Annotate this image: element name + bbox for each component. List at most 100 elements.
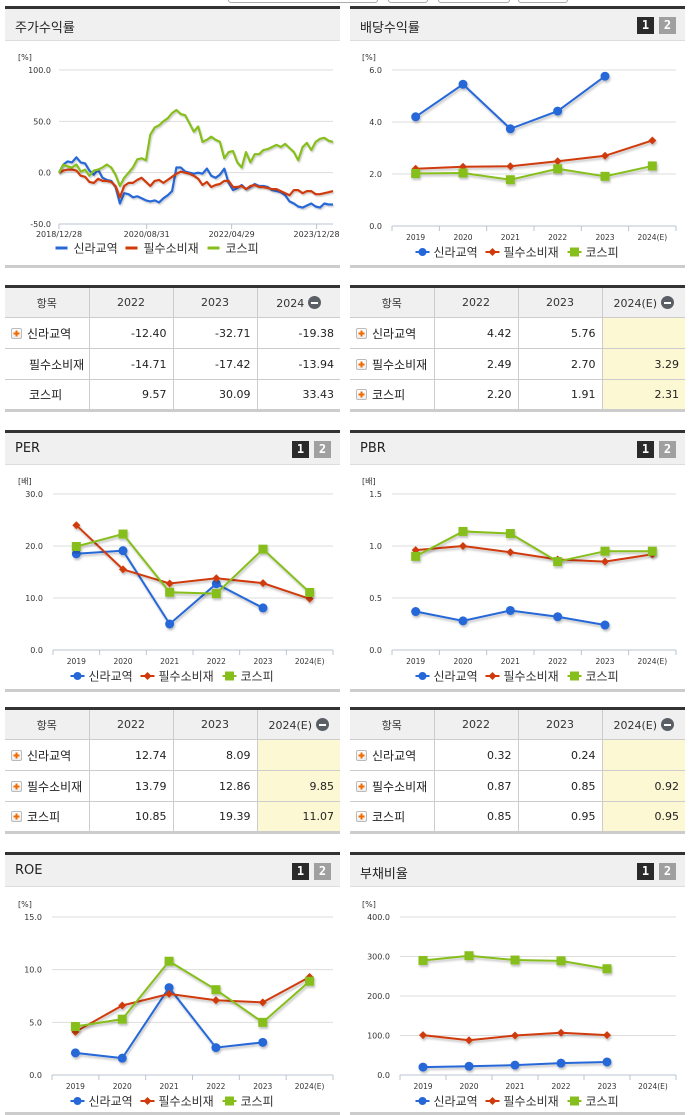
- table-row: 필수소비재 2.49 2.70 3.29: [350, 348, 685, 380]
- data-point-circle-icon: [505, 605, 515, 615]
- table-header-row: 항목 2022 2023 2024: [5, 286, 340, 318]
- row-label: 신라교역: [5, 739, 90, 771]
- series-1: [419, 1028, 611, 1045]
- x-tick-label: 2023/12/28: [294, 230, 340, 239]
- collapse-icon[interactable]: [316, 717, 330, 731]
- data-point-diamond-icon: [72, 521, 81, 530]
- page-1-button[interactable]: 1: [637, 863, 654, 880]
- top-tab[interactable]: [388, 0, 428, 3]
- data-point-circle-icon: [73, 672, 82, 680]
- expand-plus-icon[interactable]: [356, 358, 367, 370]
- y-tick-label: 0.0: [377, 1071, 390, 1080]
- data-point-diamond-icon: [143, 672, 152, 680]
- x-tick-label: 2020: [453, 657, 472, 666]
- collapse-icon[interactable]: [661, 295, 675, 309]
- dividend-table: 항목 2022 2023 2024(E) 신라교역 4.42 5.76 필수소비재 2.49 2.…: [350, 285, 685, 412]
- table-cell: -14.71: [89, 348, 174, 380]
- table-cell: [257, 739, 340, 771]
- column-header: 2024(E): [257, 708, 340, 740]
- data-point-square-icon: [505, 175, 515, 185]
- x-tick-label: 2023: [595, 233, 614, 242]
- table-cell: [602, 317, 685, 349]
- data-point-diamond-icon: [488, 1097, 497, 1105]
- legend-label: 신라교역: [74, 242, 118, 256]
- column-header: 2023: [518, 708, 603, 740]
- expand-plus-icon[interactable]: [11, 780, 22, 792]
- data-point-diamond-icon: [488, 672, 497, 680]
- y-tick-label: -50.0: [30, 220, 51, 229]
- page-2-button[interactable]: 2: [659, 441, 676, 458]
- panel-header: 주가수익률: [5, 9, 340, 41]
- series-2: [411, 161, 657, 185]
- table-cell: 12.86: [173, 770, 258, 802]
- expand-plus-icon[interactable]: [356, 749, 367, 761]
- y-tick-label: 300.0: [367, 953, 390, 962]
- panel-header: 배당수익률 1 2: [350, 9, 685, 41]
- data-point-diamond-icon: [143, 1097, 152, 1105]
- expand-plus-icon[interactable]: [11, 749, 22, 761]
- column-header: 2022: [89, 286, 174, 318]
- panel-header: ROE 1 2: [5, 855, 340, 887]
- row-label: 코스피: [350, 801, 435, 833]
- page-1-button[interactable]: 1: [292, 863, 309, 880]
- data-point-square-icon: [464, 951, 474, 961]
- data-point-square-icon: [647, 546, 657, 556]
- data-point-circle-icon: [164, 983, 174, 993]
- page-2-button[interactable]: 2: [314, 441, 331, 458]
- page-2-button[interactable]: 2: [659, 863, 676, 880]
- data-point-square-icon: [165, 587, 175, 597]
- data-point-circle-icon: [258, 603, 268, 613]
- data-point-circle-icon: [418, 248, 427, 256]
- table-cell: 4.42: [434, 317, 519, 349]
- page-2-button[interactable]: 2: [659, 17, 676, 34]
- legend-label: 신라교역: [434, 670, 478, 684]
- x-tick-label: 2018/12/28: [36, 230, 82, 239]
- table-cell: 0.85: [518, 770, 603, 802]
- data-point-circle-icon: [464, 1061, 474, 1071]
- x-tick-label: 2024(E): [295, 657, 325, 666]
- top-tab[interactable]: [438, 0, 510, 3]
- x-tick-label: 2021: [505, 1082, 524, 1091]
- series-0: [71, 546, 268, 629]
- y-tick-label: 0.5: [369, 594, 382, 603]
- table-cell: 0.24: [518, 739, 603, 771]
- page-1-button[interactable]: 1: [637, 441, 654, 458]
- collapse-icon[interactable]: [308, 295, 322, 309]
- table-row: 코스피 2.20 1.91 2.31: [350, 379, 685, 411]
- pbr-chart: [배] 1.5 1.0 0.5 0.0 2019 2020 2021 2022 2023 2024(…: [362, 477, 677, 684]
- table-cell: 33.43: [302, 388, 335, 401]
- collapse-icon[interactable]: [661, 717, 675, 731]
- x-tick-label: 2021: [160, 1082, 179, 1091]
- expand-plus-icon[interactable]: [11, 811, 22, 822]
- y-tick-label: 20.0: [25, 542, 43, 551]
- table-cell: 2.20: [434, 379, 519, 411]
- data-point-square-icon: [510, 955, 520, 965]
- data-point-diamond-icon: [165, 579, 174, 588]
- legend-label: 필수소비재: [144, 242, 199, 256]
- table-cell: 0.85: [434, 801, 519, 833]
- series-1: [58, 168, 334, 199]
- data-point-square-icon: [570, 671, 579, 681]
- table-cell: 12.74: [89, 739, 174, 771]
- page-2-button[interactable]: 2: [314, 863, 331, 880]
- column-header: 2023: [173, 286, 258, 318]
- expand-plus-icon[interactable]: [356, 780, 367, 792]
- page-1-button[interactable]: 1: [637, 17, 654, 34]
- x-tick-label: 2024(E): [637, 657, 667, 666]
- expand-plus-icon[interactable]: [356, 389, 367, 400]
- top-tab[interactable]: [518, 0, 568, 3]
- row-label: 코스피: [5, 801, 90, 833]
- legend-label: 신라교역: [434, 1095, 478, 1109]
- data-point-diamond-icon: [259, 579, 267, 588]
- expand-plus-icon[interactable]: [356, 811, 367, 822]
- expand-plus-icon[interactable]: [356, 327, 367, 339]
- data-point-diamond-icon: [557, 1028, 565, 1037]
- table-header-row: 항목 2022 2023 2024(E): [350, 286, 685, 318]
- expand-plus-icon[interactable]: [11, 327, 22, 339]
- data-point-diamond-icon: [419, 1031, 427, 1040]
- table-cell: 11.07: [257, 801, 340, 833]
- data-point-circle-icon: [418, 672, 427, 680]
- table-header-row: 항목 2022 2023 2024(E): [350, 708, 685, 740]
- top-tab[interactable]: [228, 0, 378, 3]
- page-1-button[interactable]: 1: [292, 441, 309, 458]
